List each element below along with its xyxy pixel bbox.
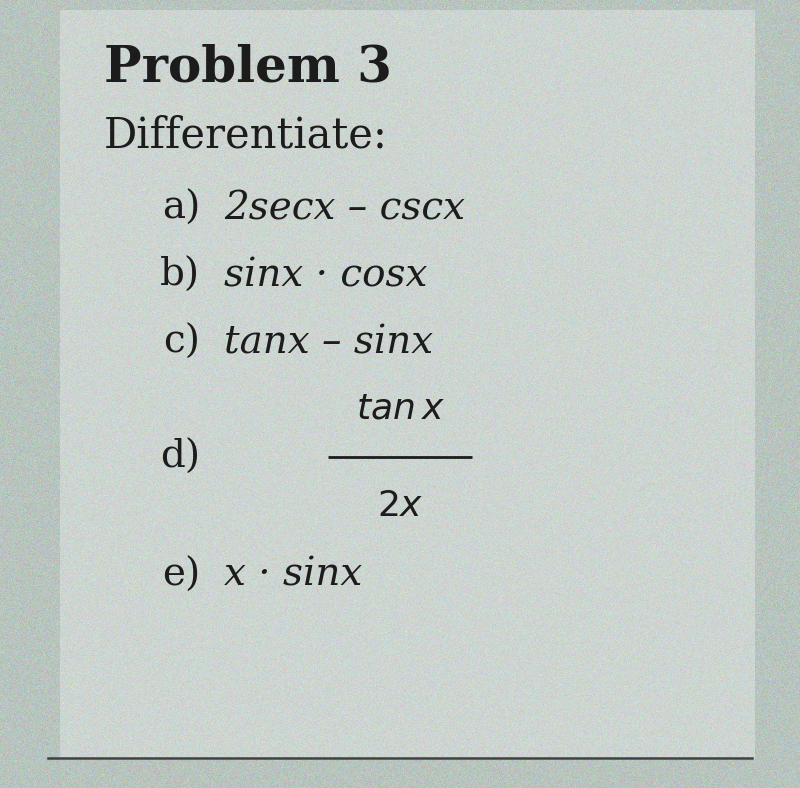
Text: d): d) [160, 439, 200, 475]
Text: $\mathit{tan}\,x$: $\mathit{tan}\,x$ [356, 391, 444, 426]
Text: b): b) [160, 258, 200, 294]
Text: sinx · cosx: sinx · cosx [224, 258, 427, 294]
Text: 2secx – cscx: 2secx – cscx [224, 191, 465, 227]
Text: tanx – sinx: tanx – sinx [224, 325, 433, 361]
Text: Differentiate:: Differentiate: [104, 114, 388, 156]
Text: c): c) [163, 325, 200, 361]
Text: a): a) [162, 191, 200, 227]
Text: x · sinx: x · sinx [224, 557, 362, 593]
Text: e): e) [162, 557, 200, 593]
Text: $\mathit{2x}$: $\mathit{2x}$ [377, 489, 423, 523]
Text: Problem 3: Problem 3 [104, 43, 392, 92]
